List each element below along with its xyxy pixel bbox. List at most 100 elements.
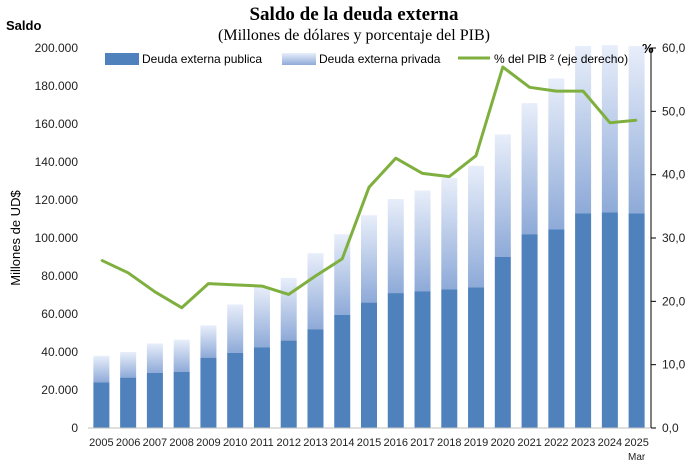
last-category-note: Mar [628, 452, 646, 463]
bar-public-2007 [146, 372, 163, 428]
x-tick-label: 2017 [410, 437, 434, 449]
gdp-point-2023 [582, 90, 584, 92]
bar-public-2013 [307, 329, 324, 428]
legend-label-private: Deuda externa privada [319, 52, 441, 66]
bar-public-2020 [494, 257, 511, 428]
x-tick-label: 2012 [276, 437, 300, 449]
gdp-point-2022 [555, 90, 558, 92]
y2-tick-label: 40,0 [662, 168, 686, 182]
bar-public-2017 [414, 291, 431, 428]
bar-private-2024 [601, 45, 618, 213]
y2-tick-label: 60,0 [662, 41, 686, 55]
y-tick-label: 120.000 [35, 193, 79, 207]
bar-private-2011 [253, 286, 270, 348]
gdp-point-2006 [127, 272, 129, 274]
x-tick-label: 2013 [303, 437, 327, 449]
gdp-point-2019 [475, 154, 477, 157]
bar-public-2014 [334, 314, 351, 428]
bar-public-2006 [120, 377, 137, 428]
legend: Deuda externa publica Deuda externa priv… [105, 52, 628, 66]
gdp-point-2009 [207, 282, 210, 285]
chart-title: Saldo de la deuda externa [249, 4, 459, 25]
bar-public-2019 [468, 287, 485, 428]
x-tick-label: 2022 [544, 437, 568, 449]
y2-tick-labels: 0,0 10,0 20,0 30,0 40,0 50,0 60,0 [651, 41, 686, 435]
gdp-point-2017 [421, 172, 424, 175]
bar-private-2015 [361, 215, 377, 303]
bar-public-2009 [200, 357, 217, 428]
bar-public-2010 [227, 352, 244, 428]
y2-tick-label: 50,0 [662, 104, 686, 118]
x-tick-label: 2008 [169, 437, 193, 449]
y-tick-label: 200.000 [35, 41, 79, 55]
bar-private-2005 [93, 355, 110, 383]
x-tick-label: 2019 [464, 437, 488, 449]
x-tick-label: 2005 [89, 437, 113, 449]
x-tick-label: 2007 [143, 437, 167, 449]
y2-tick-label: 0,0 [662, 421, 679, 435]
bar-public-2022 [548, 229, 565, 428]
gdp-point-2014 [341, 258, 344, 260]
gdp-point-2018 [448, 175, 451, 178]
x-tick-label: 2023 [571, 437, 595, 449]
bar-public-2012 [280, 340, 297, 428]
y-tick-label: 80.000 [41, 269, 78, 283]
bar-private-2020 [494, 134, 511, 257]
bar-private-2012 [280, 277, 297, 341]
bar-public-2015 [361, 302, 377, 428]
x-tick-label: 2024 [598, 437, 622, 449]
bar-private-2018 [441, 178, 458, 290]
x-tick-label: 2020 [491, 437, 515, 449]
bar-public-2011 [253, 347, 270, 428]
gdp-point-2007 [154, 291, 156, 293]
gdp-point-2020 [502, 66, 504, 68]
gdp-point-2008 [180, 306, 183, 309]
bar-private-2022 [548, 78, 565, 230]
bar-private-2008 [173, 339, 190, 372]
bar-private-2014 [334, 234, 351, 315]
legend-label-public: Deuda externa publica [142, 52, 262, 66]
bar-public-2023 [575, 213, 592, 428]
x-tick-label: 2011 [250, 437, 274, 449]
gdp-point-2005 [100, 259, 103, 261]
y-tick-label: 180.000 [35, 79, 79, 93]
chart-subtitle: (Millones de dólares y porcentaje del PI… [218, 27, 490, 44]
y-tick-label: 40.000 [41, 345, 78, 359]
gdp-point-2011 [261, 285, 263, 287]
gdp-point-2025 [635, 119, 638, 121]
y2-tick-label: 30,0 [662, 231, 686, 245]
bar-public-2016 [387, 293, 404, 428]
y-tick-label: 160.000 [35, 117, 79, 131]
y-tick-label: 20.000 [41, 383, 78, 397]
x-tick-label: 2009 [196, 437, 220, 449]
y-tick-labels: 0 20.000 40.000 60.000 80.000 100.000 120.000 1… [35, 41, 79, 435]
gdp-point-2021 [528, 86, 531, 89]
x-tick-label: 2010 [223, 437, 247, 449]
gdp-point-2016 [394, 157, 397, 159]
bar-private-2009 [200, 325, 217, 358]
bar-public-2005 [93, 382, 110, 428]
gdp-point-2024 [609, 121, 611, 124]
bar-private-2010 [227, 304, 244, 353]
bar-private-2013 [307, 253, 324, 330]
x-tick-label: 2021 [517, 437, 541, 449]
bar-public-2025 [628, 213, 645, 428]
legend-swatch-private [282, 53, 316, 65]
gdp-point-2013 [314, 275, 317, 277]
bar-private-2016 [387, 199, 404, 294]
y2-tick-label: 20,0 [662, 294, 686, 308]
y2-tick-label: 10,0 [662, 358, 686, 372]
legend-label-gdp: % del PIB ² (eje derecho) [494, 52, 628, 66]
x-tick-labels: 2005 2006 2007 2008 2009 2010 2011 2012 2013 2014… [89, 437, 649, 449]
bar-public-2008 [173, 371, 190, 428]
gdp-point-2010 [234, 284, 236, 286]
bar-private-2025 [628, 46, 645, 214]
legend-swatch-public [105, 53, 139, 65]
bar-public-2021 [521, 234, 538, 428]
bar-private-2023 [575, 46, 592, 214]
bar-private-2007 [146, 343, 163, 373]
y-tick-label: 0 [71, 421, 78, 435]
gdp-point-2015 [368, 186, 370, 189]
gdp-point-2012 [287, 293, 290, 296]
